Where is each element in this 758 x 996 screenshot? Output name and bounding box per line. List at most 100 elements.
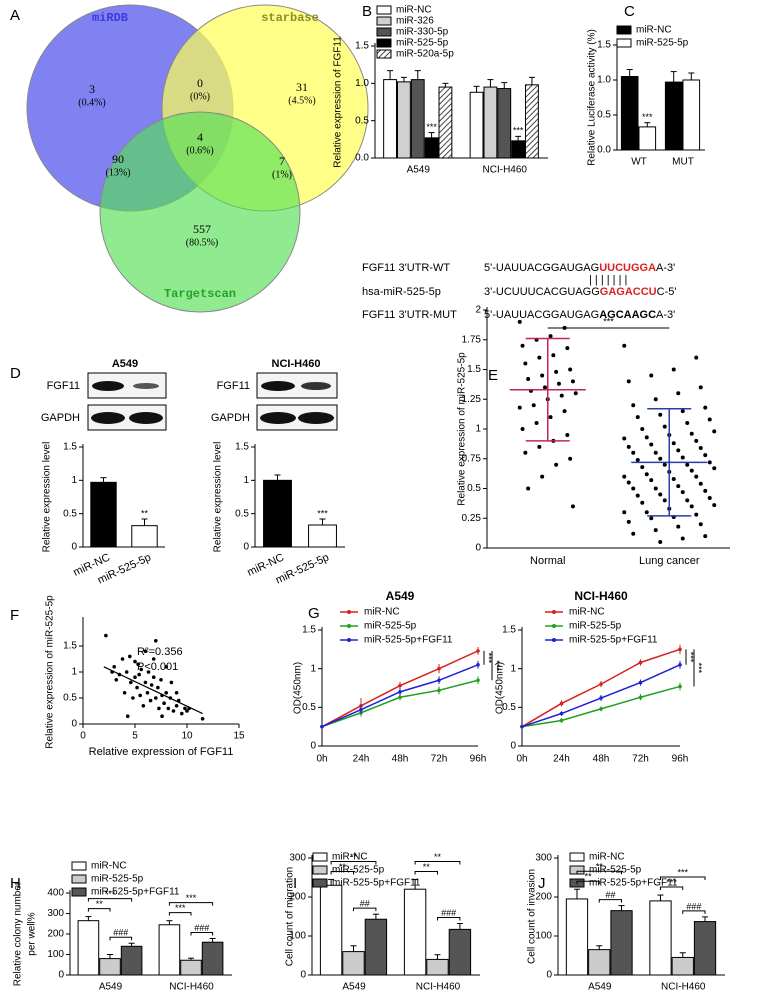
legend-swatch	[312, 878, 328, 888]
point	[129, 680, 133, 685]
y-axis-label: Relative Luciferase activity (%)	[587, 29, 598, 166]
bracket	[659, 876, 706, 881]
set-label: Targetscan	[164, 287, 236, 301]
y-tick-label: 1	[510, 663, 516, 674]
point	[537, 355, 542, 360]
point	[676, 484, 681, 489]
bar	[180, 959, 202, 976]
bar	[396, 81, 411, 159]
x-tick-label: 24h	[553, 754, 570, 765]
point	[114, 678, 119, 682]
point	[671, 476, 676, 481]
legend-marker	[552, 624, 556, 628]
y-tick-label: 0.5	[302, 702, 316, 713]
region-percent: (80.5%)	[186, 237, 219, 248]
seq-label: FGF11 3'UTR-WT	[362, 262, 450, 274]
point	[164, 691, 168, 695]
point	[156, 685, 160, 690]
point	[698, 446, 703, 451]
point	[644, 472, 649, 477]
point	[570, 379, 575, 384]
panel-label: F	[10, 607, 19, 624]
seq-site: AGCAAGC	[599, 309, 656, 321]
point	[658, 412, 663, 417]
panel-label: C	[624, 3, 635, 20]
point	[562, 409, 567, 414]
point	[653, 486, 658, 491]
blot-label: GAPDH	[41, 412, 80, 424]
blot-label: GAPDH	[211, 412, 250, 424]
point	[104, 633, 108, 638]
legend-label: miR-525-5p	[589, 865, 642, 876]
point	[680, 536, 685, 541]
significance: ***	[603, 316, 614, 326]
region-count: 31	[296, 80, 308, 94]
band	[129, 412, 163, 424]
bar	[342, 951, 365, 976]
y-tick-label: 0.5	[235, 508, 249, 519]
bar	[426, 958, 449, 976]
point	[565, 432, 570, 437]
point	[542, 385, 547, 390]
bar	[263, 479, 292, 548]
point	[685, 462, 690, 467]
point	[556, 381, 561, 386]
seq-part: 5'-UAUUACGGAUGAG	[484, 309, 599, 321]
y-axis-label: Cell count of invasion	[527, 869, 538, 964]
point	[640, 465, 645, 470]
point	[653, 397, 658, 402]
y-axis-label: Relative expression level	[42, 442, 53, 553]
legend-label: miR-326	[396, 16, 434, 27]
region-count: 557	[193, 222, 211, 236]
bar	[511, 140, 526, 159]
point	[537, 444, 542, 449]
point	[689, 504, 694, 509]
significance: ***	[666, 877, 677, 887]
marker	[599, 707, 603, 711]
legend-marker	[347, 624, 351, 628]
point	[128, 654, 132, 659]
marker	[437, 666, 441, 671]
point	[694, 355, 699, 360]
point	[154, 696, 158, 700]
point	[164, 665, 168, 669]
region-percent: (4.5%)	[288, 95, 316, 106]
significance: **	[585, 872, 593, 882]
bracket	[190, 932, 214, 936]
point	[626, 480, 631, 485]
point	[712, 503, 717, 508]
bar	[588, 949, 611, 976]
point	[676, 391, 681, 396]
legend-marker	[552, 610, 556, 614]
point	[653, 528, 658, 533]
point	[573, 391, 578, 396]
significance: ***	[677, 867, 688, 877]
marker	[359, 707, 363, 712]
point	[517, 319, 522, 324]
bar	[120, 945, 143, 976]
point	[180, 711, 184, 716]
y-axis-label: Relative colony number	[13, 881, 24, 986]
band	[298, 412, 334, 424]
y-tick-label: 0.5	[467, 483, 481, 494]
legend-swatch	[71, 887, 87, 897]
point	[526, 486, 531, 491]
bar	[77, 920, 100, 976]
x-tick-label: A549	[588, 982, 612, 991]
panel-label: H	[10, 875, 21, 892]
x-tick-label: A549	[99, 982, 123, 991]
point	[712, 429, 717, 434]
point	[644, 510, 649, 515]
point	[631, 403, 636, 408]
y-tick-label: 1	[475, 424, 481, 435]
point	[622, 343, 627, 348]
bar	[671, 956, 694, 976]
marker	[559, 711, 564, 716]
point	[523, 450, 528, 455]
panel-label: B	[362, 3, 372, 20]
significance: ***	[513, 126, 524, 136]
point	[568, 456, 573, 461]
y-tick-label: 1.75	[462, 334, 482, 345]
bar	[565, 898, 589, 976]
point	[143, 680, 148, 685]
